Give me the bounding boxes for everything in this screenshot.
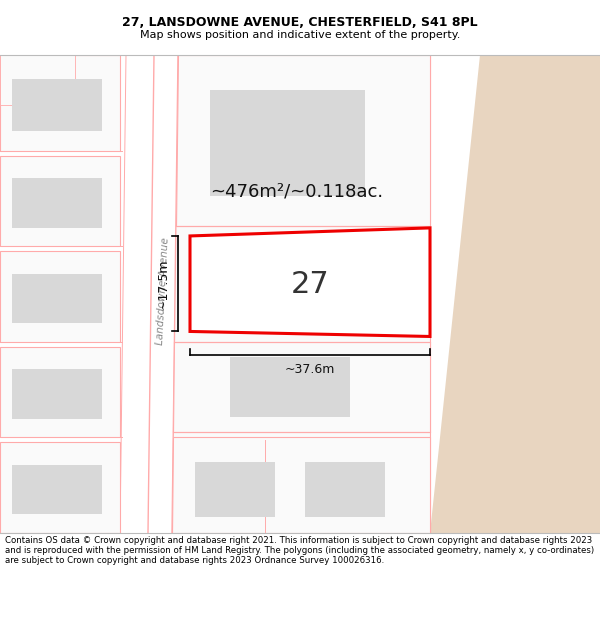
Text: 27, LANSDOWNE AVENUE, CHESTERFIELD, S41 8PL: 27, LANSDOWNE AVENUE, CHESTERFIELD, S41 … — [122, 16, 478, 29]
Bar — [0, 55, 75, 105]
Text: ~476m²/~0.118ac.: ~476m²/~0.118ac. — [210, 182, 383, 201]
Polygon shape — [172, 437, 430, 532]
Bar — [12, 369, 102, 419]
Text: 27: 27 — [290, 270, 329, 299]
Polygon shape — [176, 55, 430, 226]
Text: Map shows position and indicative extent of the property.: Map shows position and indicative extent… — [140, 30, 460, 40]
Bar — [0, 55, 120, 151]
Text: ~37.6m: ~37.6m — [285, 362, 335, 376]
Bar — [12, 178, 102, 228]
Bar — [12, 464, 102, 514]
Text: Landsdowne Avenue: Landsdowne Avenue — [155, 237, 171, 345]
Polygon shape — [190, 228, 430, 336]
Bar — [305, 462, 385, 518]
Bar — [0, 442, 120, 532]
Polygon shape — [172, 55, 430, 532]
Bar — [195, 462, 275, 518]
Polygon shape — [430, 55, 600, 532]
Bar — [0, 251, 120, 341]
Bar — [0, 156, 120, 246]
Bar — [0, 346, 120, 437]
Polygon shape — [148, 55, 178, 532]
Bar — [12, 79, 102, 131]
Polygon shape — [173, 341, 430, 432]
Text: ~17.5m: ~17.5m — [157, 259, 170, 309]
Bar — [230, 357, 350, 417]
Text: Contains OS data © Crown copyright and database right 2021. This information is : Contains OS data © Crown copyright and d… — [5, 536, 594, 566]
Bar — [210, 90, 365, 196]
Bar — [12, 274, 102, 323]
